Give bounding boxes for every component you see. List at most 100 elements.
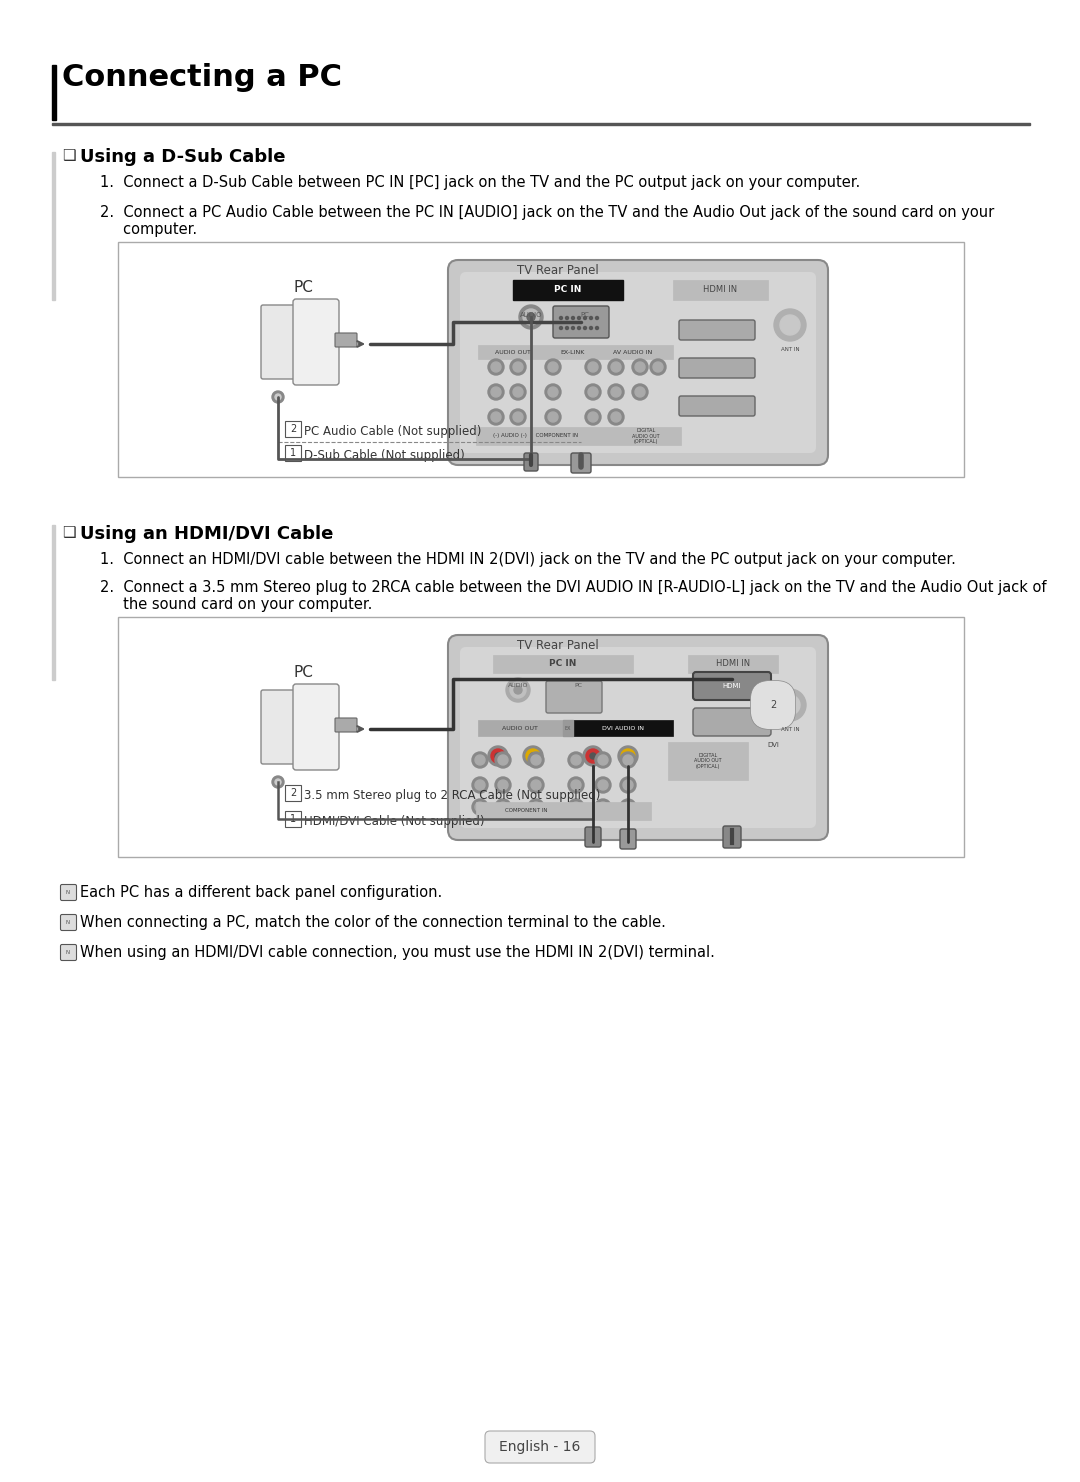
Bar: [118, 617, 964, 857]
Text: PC IN: PC IN: [554, 286, 582, 295]
FancyBboxPatch shape: [723, 825, 741, 848]
Circle shape: [621, 748, 635, 763]
Circle shape: [595, 751, 611, 768]
Circle shape: [523, 745, 543, 766]
Circle shape: [635, 362, 645, 372]
Circle shape: [498, 802, 508, 812]
FancyBboxPatch shape: [335, 333, 357, 347]
Bar: [513, 280, 623, 299]
FancyBboxPatch shape: [485, 1432, 595, 1463]
Circle shape: [519, 305, 543, 329]
Circle shape: [275, 394, 281, 400]
Text: PC IN: PC IN: [550, 659, 577, 668]
Text: 3.5 mm Stereo plug to 2 RCA Cable (Not supplied): 3.5 mm Stereo plug to 2 RCA Cable (Not s…: [303, 788, 600, 802]
Text: DIGITAL
AUDIO OUT
(OPTICAL): DIGITAL AUDIO OUT (OPTICAL): [632, 428, 660, 445]
Circle shape: [611, 362, 621, 372]
Text: EX: EX: [565, 726, 571, 731]
Circle shape: [513, 362, 523, 372]
Circle shape: [608, 359, 624, 375]
Text: When connecting a PC, match the color of the connection terminal to the cable.: When connecting a PC, match the color of…: [80, 914, 666, 929]
Circle shape: [571, 780, 581, 790]
FancyBboxPatch shape: [553, 305, 609, 338]
Circle shape: [595, 317, 598, 320]
Circle shape: [583, 326, 586, 329]
FancyBboxPatch shape: [679, 396, 755, 416]
Circle shape: [472, 777, 488, 793]
Text: ❑: ❑: [62, 148, 76, 163]
Text: N: N: [66, 950, 70, 954]
Circle shape: [588, 412, 598, 422]
Text: PC: PC: [293, 665, 313, 680]
Circle shape: [623, 754, 633, 765]
Text: ❑: ❑: [62, 525, 76, 539]
Bar: [52, 153, 55, 299]
Text: English - 16: English - 16: [499, 1441, 581, 1454]
Circle shape: [272, 391, 284, 403]
Text: DVI AUDIO IN: DVI AUDIO IN: [602, 726, 644, 731]
Bar: [52, 123, 1030, 124]
Text: PC: PC: [293, 280, 313, 295]
Text: 2: 2: [770, 700, 777, 710]
FancyBboxPatch shape: [293, 685, 339, 771]
FancyBboxPatch shape: [335, 717, 357, 732]
Circle shape: [510, 409, 526, 425]
Circle shape: [588, 387, 598, 397]
Text: 2: 2: [289, 424, 296, 434]
Text: ANT IN: ANT IN: [781, 347, 799, 353]
Text: 2.  Connect a 3.5 mm Stereo plug to 2RCA cable between the DVI AUDIO IN [R-AUDIO: 2. Connect a 3.5 mm Stereo plug to 2RCA …: [100, 579, 1047, 594]
Circle shape: [568, 777, 584, 793]
Circle shape: [528, 799, 544, 815]
Bar: [669, 742, 748, 780]
Text: PC: PC: [581, 313, 590, 319]
Circle shape: [498, 754, 508, 765]
Circle shape: [514, 686, 522, 694]
Circle shape: [585, 409, 600, 425]
Text: 1.  Connect an HDMI/DVI cable between the HDMI IN 2(DVI) jack on the TV and the : 1. Connect an HDMI/DVI cable between the…: [100, 551, 956, 568]
FancyBboxPatch shape: [460, 273, 816, 453]
Circle shape: [559, 317, 563, 320]
Circle shape: [571, 326, 575, 329]
Text: EX-LINK: EX-LINK: [561, 350, 585, 354]
Text: N: N: [66, 889, 70, 895]
Bar: [52, 65, 56, 120]
FancyBboxPatch shape: [620, 828, 636, 849]
Circle shape: [488, 745, 508, 766]
Circle shape: [774, 310, 806, 341]
Circle shape: [495, 799, 511, 815]
FancyBboxPatch shape: [285, 811, 301, 827]
FancyBboxPatch shape: [60, 944, 77, 960]
Text: 2.  Connect a PC Audio Cable between the PC IN [AUDIO] jack on the TV and the Au: 2. Connect a PC Audio Cable between the …: [100, 205, 995, 219]
Circle shape: [618, 745, 638, 766]
Circle shape: [595, 777, 611, 793]
FancyBboxPatch shape: [261, 305, 295, 379]
Text: the sound card on your computer.: the sound card on your computer.: [100, 597, 373, 612]
Circle shape: [650, 359, 666, 375]
Circle shape: [586, 748, 600, 763]
Bar: [118, 242, 964, 477]
Circle shape: [595, 326, 598, 329]
Circle shape: [545, 384, 561, 400]
FancyBboxPatch shape: [261, 691, 295, 765]
Text: AUDIO: AUDIO: [519, 313, 542, 319]
Circle shape: [513, 387, 523, 397]
Text: PC: PC: [573, 683, 582, 688]
Circle shape: [488, 409, 504, 425]
Circle shape: [568, 799, 584, 815]
FancyBboxPatch shape: [546, 682, 602, 713]
Text: TV Rear Panel: TV Rear Panel: [517, 264, 599, 277]
Circle shape: [527, 313, 535, 322]
Circle shape: [548, 387, 558, 397]
Circle shape: [780, 316, 800, 335]
Text: Each PC has a different back panel configuration.: Each PC has a different back panel confi…: [80, 885, 442, 900]
FancyBboxPatch shape: [460, 648, 816, 828]
FancyBboxPatch shape: [448, 259, 828, 465]
Circle shape: [590, 326, 593, 329]
Circle shape: [528, 777, 544, 793]
FancyBboxPatch shape: [293, 299, 339, 385]
FancyBboxPatch shape: [585, 827, 600, 848]
Circle shape: [528, 751, 544, 768]
Text: HDMI IN: HDMI IN: [703, 286, 737, 295]
Circle shape: [620, 799, 636, 815]
Text: Using a D-Sub Cable: Using a D-Sub Cable: [80, 148, 285, 166]
Circle shape: [272, 777, 284, 788]
